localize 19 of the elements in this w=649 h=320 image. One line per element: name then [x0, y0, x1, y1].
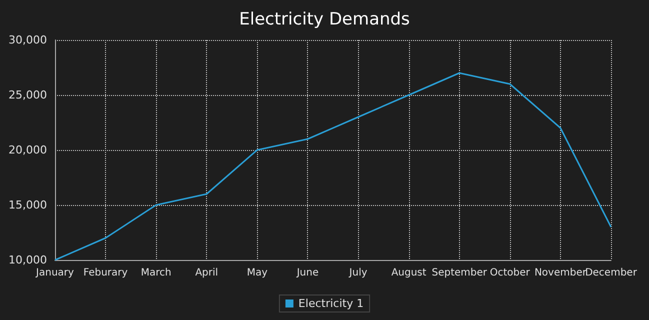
x-tick-label: July: [348, 268, 368, 278]
x-tick-label: December: [585, 268, 638, 278]
x-tick-label: May: [246, 268, 268, 278]
x-tick-label: September: [432, 268, 488, 278]
x-tick-label: March: [140, 268, 172, 278]
x-tick-label: August: [391, 268, 426, 278]
y-tick-label: 20,000: [8, 144, 47, 156]
y-tick-label: 10,000: [8, 254, 47, 266]
chart-title: Electricity Demands: [239, 10, 410, 30]
x-tick-label: November: [534, 268, 588, 278]
x-tick-label: Feburary: [83, 268, 128, 278]
x-tick-label: January: [35, 268, 74, 278]
y-tick-label: 30,000: [8, 34, 47, 46]
x-tick-label: October: [490, 268, 531, 278]
y-tick-label: 25,000: [8, 88, 47, 102]
x-tick-label: June: [296, 268, 319, 278]
x-tick-label: April: [195, 268, 218, 278]
legend-label: Electricity 1: [298, 297, 364, 310]
y-tick-label: 15,000: [8, 198, 47, 212]
